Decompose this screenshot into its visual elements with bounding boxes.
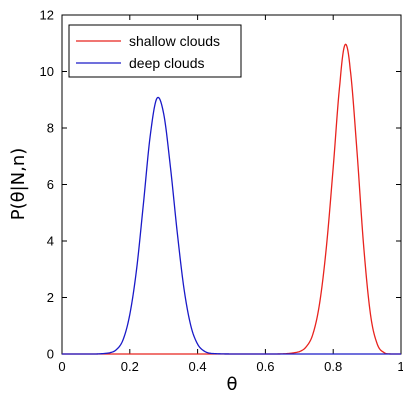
series-line-deep-clouds xyxy=(62,96,401,355)
x-tick-label: 0.8 xyxy=(324,359,342,374)
y-axis-label: P(θ|N,n) xyxy=(8,148,29,221)
legend-label-shallow-clouds: shallow clouds xyxy=(129,33,220,49)
legend-label-deep-clouds: deep clouds xyxy=(129,55,205,71)
y-tick-label: 2 xyxy=(47,290,54,305)
legend-box xyxy=(68,24,242,78)
y-tick-label: 12 xyxy=(40,8,54,23)
legend: shallow clouds deep clouds xyxy=(68,24,242,78)
x-tick-label: 0.2 xyxy=(121,359,139,374)
x-tick-label: 0.6 xyxy=(256,359,274,374)
series-line-shallow-clouds xyxy=(62,43,401,355)
x-axis-label: θ xyxy=(226,374,237,395)
y-tick-label: 8 xyxy=(47,121,54,136)
y-tick-label: 10 xyxy=(40,64,54,79)
y-tick-label: 6 xyxy=(47,177,54,192)
series-lines xyxy=(62,43,401,355)
x-tick-label: 0 xyxy=(58,359,65,374)
x-tick-label: 1 xyxy=(397,359,403,374)
x-tick-label: 0.4 xyxy=(189,359,207,374)
y-tick-label: 0 xyxy=(47,347,54,362)
y-tick-label: 4 xyxy=(47,234,54,249)
